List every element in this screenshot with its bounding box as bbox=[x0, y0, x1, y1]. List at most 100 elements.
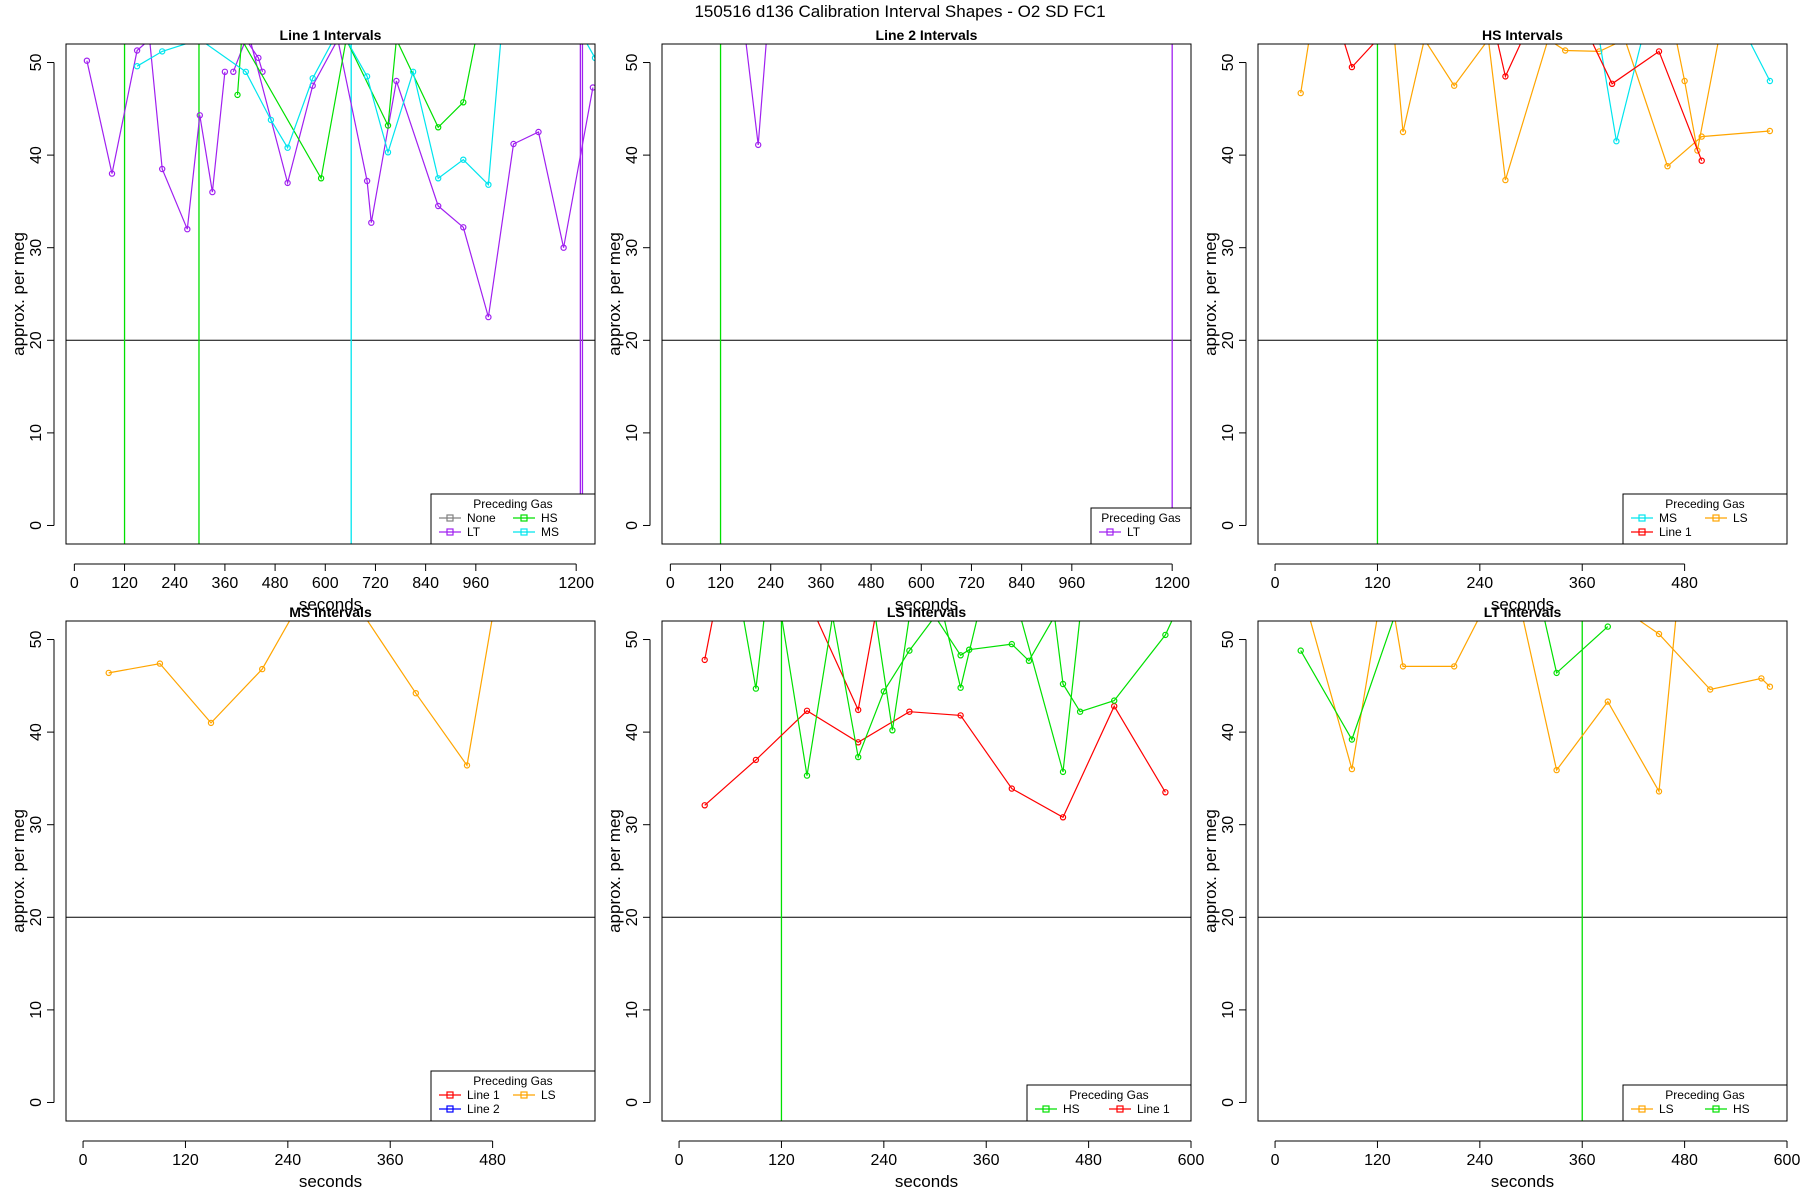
data-point bbox=[156, 660, 164, 667]
data-point bbox=[435, 175, 442, 182]
data-point bbox=[234, 91, 241, 99]
legend-title: Preceding Gas bbox=[473, 497, 552, 511]
y-tick-label: 40 bbox=[28, 146, 45, 164]
x-axis: 0 120 240 360 480 600 seconds bbox=[1271, 1140, 1800, 1191]
series-line-hs bbox=[1300, 621, 1394, 741]
panel-title: MS Intervals bbox=[289, 604, 372, 620]
plot-frame bbox=[661, 620, 1192, 1122]
data-point bbox=[1110, 697, 1118, 704]
y-axis-label: approx. per meg bbox=[605, 232, 624, 356]
x-tick-label: 360 bbox=[1569, 575, 1596, 592]
legend-swatch-marker bbox=[446, 514, 454, 522]
data-point bbox=[133, 47, 141, 54]
legend-label: HS bbox=[541, 511, 558, 525]
y-tick-label: 40 bbox=[624, 146, 641, 164]
data-point bbox=[889, 727, 896, 734]
data-point bbox=[284, 179, 291, 187]
legend-item-ms: MS bbox=[513, 525, 559, 539]
y-tick-label: 10 bbox=[1220, 424, 1237, 442]
legend-box bbox=[1090, 507, 1192, 545]
data-point bbox=[1553, 766, 1560, 774]
series-line-line-1 bbox=[817, 621, 876, 712]
data-point bbox=[1297, 647, 1304, 654]
legend-label: None bbox=[467, 511, 496, 525]
y-tick-label: 30 bbox=[28, 816, 45, 834]
data-point bbox=[752, 756, 760, 764]
legend-swatch-marker bbox=[520, 1091, 528, 1099]
data-point bbox=[1604, 623, 1612, 630]
x-tick-label: 600 bbox=[1178, 1152, 1205, 1169]
data-point bbox=[230, 68, 237, 76]
legend-item-ls: LS bbox=[1705, 511, 1748, 525]
panel-3: HS Intervals 0 120 240 360 480 seconds 0 10 20 30 4… bbox=[1201, 27, 1788, 614]
data-point bbox=[363, 177, 371, 185]
plot-area bbox=[1258, 621, 1787, 1121]
data-point bbox=[207, 719, 215, 727]
x-tick-label: 240 bbox=[1466, 1152, 1493, 1169]
data-point bbox=[1348, 736, 1356, 743]
x-tick-label: 480 bbox=[262, 575, 289, 592]
panel-1: Line 1 Intervals 0 120 240 360 480 600 720 840 96… bbox=[9, 27, 596, 614]
data-point bbox=[1766, 683, 1774, 690]
legend-swatch-marker bbox=[446, 528, 454, 536]
data-point bbox=[1706, 686, 1714, 693]
data-point bbox=[409, 68, 417, 76]
x-tick-label: 360 bbox=[377, 1152, 404, 1169]
data-point bbox=[485, 313, 492, 321]
panel-title: Line 1 Intervals bbox=[280, 27, 382, 43]
data-point bbox=[435, 124, 442, 131]
panel-title: Line 2 Intervals bbox=[876, 27, 978, 43]
x-axis: 0 120 240 360 480 seconds bbox=[1271, 563, 1698, 614]
legend-item-ls: LS bbox=[1631, 1102, 1674, 1116]
data-point bbox=[701, 802, 708, 809]
data-point bbox=[242, 68, 249, 76]
plot-area bbox=[1258, 44, 1787, 544]
plot-frame bbox=[1257, 620, 1788, 1122]
series-line-line-1 bbox=[704, 621, 713, 661]
data-point bbox=[460, 224, 467, 231]
legend-item-ls: LS bbox=[513, 1088, 556, 1102]
series-line-line-1 bbox=[1592, 44, 1703, 161]
x-tick-label: 1200 bbox=[558, 575, 594, 592]
y-tick-label: 20 bbox=[624, 331, 641, 349]
data-point bbox=[83, 57, 91, 64]
series-line-line-1 bbox=[704, 704, 1166, 819]
series-line-hs bbox=[875, 621, 910, 731]
data-point bbox=[1348, 765, 1356, 773]
series-line-lt bbox=[745, 44, 767, 145]
x-tick-label: 480 bbox=[1671, 575, 1698, 592]
data-point bbox=[589, 84, 595, 91]
y-tick-label: 10 bbox=[624, 424, 641, 442]
data-point bbox=[1766, 77, 1774, 85]
x-tick-label: 600 bbox=[312, 575, 339, 592]
panel-title: LT Intervals bbox=[1484, 604, 1562, 620]
legend-swatch-marker bbox=[1638, 528, 1646, 536]
data-point bbox=[1694, 147, 1701, 154]
legend-box bbox=[1026, 1084, 1192, 1122]
y-axis-label: approx. per meg bbox=[9, 809, 28, 933]
data-point bbox=[1681, 77, 1688, 85]
series-line-lt bbox=[250, 44, 594, 318]
legend-title: Preceding Gas bbox=[1069, 1088, 1148, 1102]
plot-area bbox=[66, 44, 595, 544]
data-point bbox=[209, 188, 216, 196]
data-point bbox=[1613, 137, 1620, 145]
data-point bbox=[855, 753, 862, 761]
series-line-hs bbox=[1021, 621, 1081, 773]
data-point bbox=[1698, 157, 1705, 164]
y-tick-label: 50 bbox=[624, 631, 641, 649]
y-tick-label: 50 bbox=[624, 54, 641, 72]
y-axis-label: approx. per meg bbox=[605, 809, 624, 933]
panel-6: LT Intervals 0 120 240 360 480 600 seconds 0 10 20… bbox=[1201, 604, 1800, 1191]
data-point bbox=[317, 175, 325, 182]
data-point bbox=[158, 165, 166, 173]
data-point bbox=[1399, 663, 1407, 670]
data-point bbox=[1399, 128, 1407, 136]
y-tick-label: 30 bbox=[1220, 816, 1237, 834]
panel-title: LS Intervals bbox=[887, 604, 967, 620]
data-point bbox=[255, 54, 262, 62]
series-line-ms bbox=[1599, 44, 1771, 142]
